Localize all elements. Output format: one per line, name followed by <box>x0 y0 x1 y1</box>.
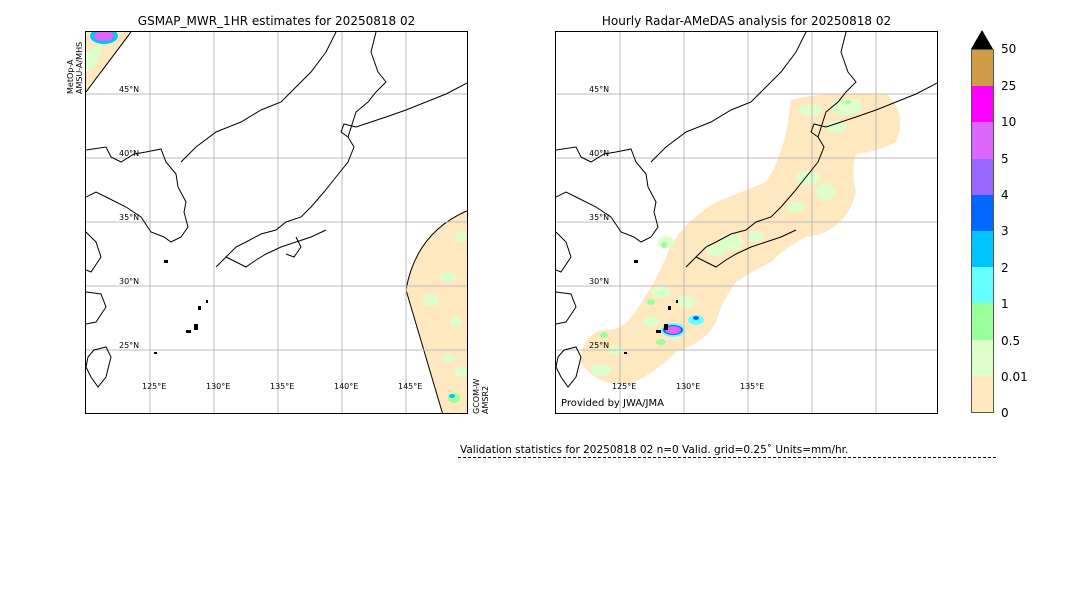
colorbar-segment-1-2 <box>972 267 993 304</box>
left-lat-tick-35: 35°N <box>119 213 140 222</box>
colorbar-label-5: 5 <box>1001 152 1009 166</box>
colorbar-segment-10-25 <box>972 86 993 123</box>
left-lat-tick-30: 30°N <box>119 277 140 286</box>
sensor-name: AMSR2 <box>481 385 490 414</box>
colorbar-segment-25-50 <box>972 50 993 87</box>
right-map-graphic <box>556 32 937 413</box>
sat-name: MetOp-A <box>66 59 75 94</box>
right-lat-tick-25: 25°N <box>589 341 610 350</box>
colorbar-segment-3-4 <box>972 194 993 232</box>
colorbar-label-25: 25 <box>1001 79 1017 93</box>
right-lat-tick-40: 40°N <box>589 149 610 158</box>
colorbar-segment-0-0.01 <box>972 375 993 413</box>
left-lon-tick-130: 130°E <box>206 382 231 391</box>
colorbar-label-10: 10 <box>1001 115 1017 129</box>
colorbar-label-50: 50 <box>1001 42 1017 56</box>
validation-statistics: Validation statistics for 20250818 02 n=… <box>460 444 849 456</box>
colorbar-segment-0.5-1 <box>972 303 993 340</box>
colorbar-label-4: 4 <box>1001 188 1009 202</box>
colorbar-label-2: 2 <box>1001 261 1009 275</box>
right-map-panel <box>555 31 938 414</box>
colorbar <box>971 49 994 413</box>
colorbar-segment-0.01-0.5 <box>972 339 993 376</box>
left-lon-tick-140: 140°E <box>334 382 359 391</box>
left-lat-tick-40: 40°N <box>119 149 140 158</box>
colorbar-label-0: 0 <box>1001 406 1009 420</box>
colorbar-label-0.01: 0.01 <box>1001 370 1028 384</box>
colorbar-segment-2-3 <box>972 231 993 268</box>
sat-name: GCOM-W <box>472 378 481 414</box>
colorbar-extend-arrow <box>971 30 993 49</box>
left-map-panel <box>85 31 468 414</box>
left-lon-tick-135: 135°E <box>270 382 295 391</box>
colorbar-segment-5-10 <box>972 122 993 159</box>
colorbar-label-3: 3 <box>1001 224 1009 238</box>
left-lat-tick-45: 45°N <box>119 85 140 94</box>
colorbar-label-1: 1 <box>1001 297 1009 311</box>
sensor-name: AMSU-A/MHS <box>75 41 84 94</box>
left-lon-tick-145: 145°E <box>398 382 423 391</box>
right-lat-tick-45: 45°N <box>589 85 610 94</box>
colorbar-segment-4-5 <box>972 158 993 195</box>
left-lat-tick-25: 25°N <box>119 341 140 350</box>
right-lon-tick-125: 125°E <box>612 382 637 391</box>
left-sat-label-top: MetOp-A AMSU-A/MHS <box>66 42 84 94</box>
right-sat-label-bottom: GCOM-W AMSR2 <box>472 379 490 414</box>
right-panel-title: Hourly Radar-AMeDAS analysis for 2025081… <box>601 14 892 28</box>
right-lat-tick-35: 35°N <box>589 213 610 222</box>
data-credit: Provided by JWA/JMA <box>561 398 664 409</box>
validation-divider <box>458 457 996 458</box>
right-lon-tick-135: 135°E <box>740 382 765 391</box>
right-lon-tick-130: 130°E <box>676 382 701 391</box>
left-panel-title: GSMAP_MWR_1HR estimates for 20250818 02 <box>137 14 416 28</box>
right-lat-tick-30: 30°N <box>589 277 610 286</box>
colorbar-label-0.5: 0.5 <box>1001 334 1021 348</box>
left-map-graphic <box>86 32 467 413</box>
left-lon-tick-125: 125°E <box>142 382 167 391</box>
